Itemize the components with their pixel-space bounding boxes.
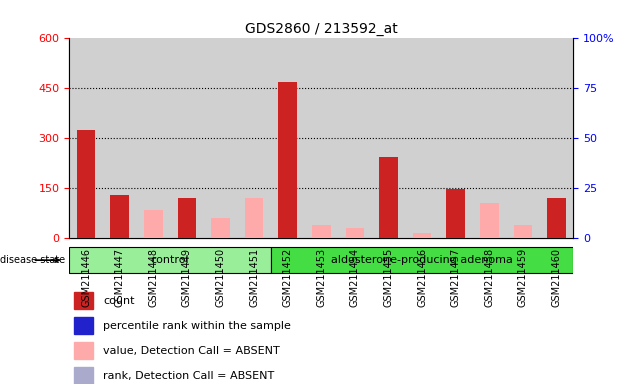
Bar xyxy=(144,210,163,238)
Bar xyxy=(245,198,263,238)
Point xyxy=(484,132,495,138)
Bar xyxy=(278,82,297,238)
Point xyxy=(148,125,158,131)
Bar xyxy=(74,292,93,309)
Bar xyxy=(203,38,238,238)
Text: aldosterone-producing adenoma: aldosterone-producing adenoma xyxy=(331,255,513,265)
Bar xyxy=(379,157,398,238)
Point xyxy=(316,154,326,160)
Bar xyxy=(74,317,93,334)
Bar xyxy=(238,38,271,238)
Bar xyxy=(74,342,93,359)
Bar xyxy=(77,130,95,238)
Bar xyxy=(540,38,573,238)
Point xyxy=(81,72,91,78)
Bar xyxy=(178,198,196,238)
Bar xyxy=(110,195,129,238)
Point xyxy=(384,80,394,86)
Bar xyxy=(547,198,566,238)
Bar xyxy=(103,38,137,238)
Bar xyxy=(338,38,372,238)
Text: disease state: disease state xyxy=(0,255,65,265)
Bar xyxy=(304,38,338,238)
Bar xyxy=(346,228,364,238)
Bar xyxy=(312,225,331,238)
Point xyxy=(450,86,461,92)
Bar xyxy=(137,38,170,238)
Bar xyxy=(513,225,532,238)
Bar xyxy=(170,38,203,238)
Bar xyxy=(372,38,405,238)
Title: GDS2860 / 213592_at: GDS2860 / 213592_at xyxy=(245,22,398,36)
Point xyxy=(350,157,360,163)
Text: value, Detection Call = ABSENT: value, Detection Call = ABSENT xyxy=(103,346,280,356)
Point xyxy=(283,49,293,55)
FancyBboxPatch shape xyxy=(271,247,573,273)
Bar xyxy=(405,38,439,238)
Text: rank, Detection Call = ABSENT: rank, Detection Call = ABSENT xyxy=(103,371,274,381)
Bar xyxy=(413,233,432,238)
Point xyxy=(115,90,125,96)
Text: count: count xyxy=(103,296,134,306)
Point xyxy=(518,150,528,156)
Point xyxy=(182,94,192,100)
Point xyxy=(417,154,427,160)
Bar xyxy=(211,218,230,238)
Text: control: control xyxy=(151,255,190,265)
Bar xyxy=(447,189,465,238)
Point xyxy=(249,102,259,108)
FancyBboxPatch shape xyxy=(69,247,271,273)
Bar xyxy=(506,38,540,238)
Bar xyxy=(69,38,103,238)
Point xyxy=(215,132,226,138)
Bar xyxy=(480,203,498,238)
Bar xyxy=(472,38,506,238)
Bar xyxy=(74,367,93,384)
Point xyxy=(551,95,561,101)
Bar xyxy=(439,38,472,238)
Text: percentile rank within the sample: percentile rank within the sample xyxy=(103,321,291,331)
Bar xyxy=(271,38,304,238)
